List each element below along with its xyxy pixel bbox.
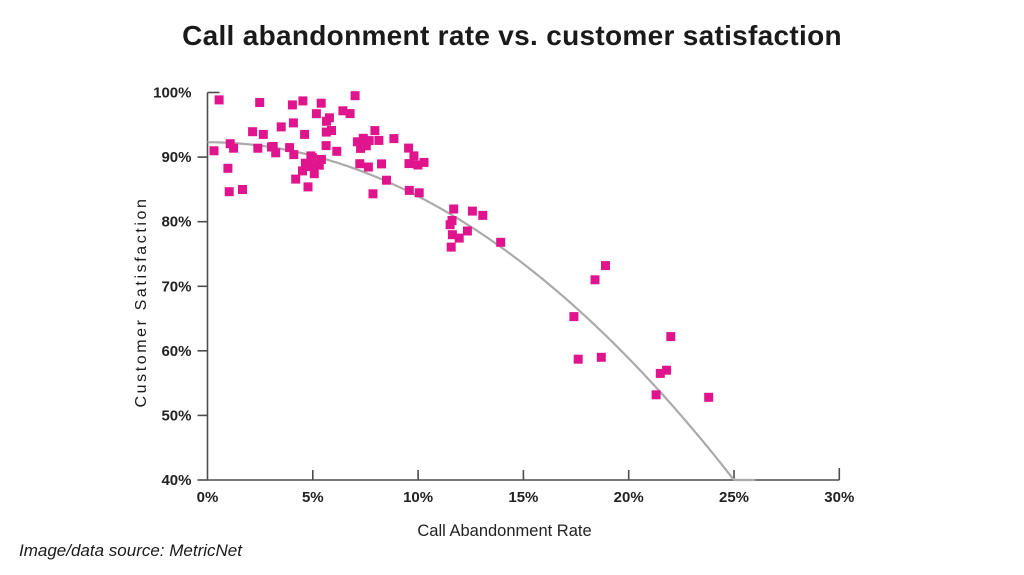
svg-text:70%: 70% (161, 278, 191, 295)
svg-text:60%: 60% (161, 343, 191, 360)
svg-text:25%: 25% (719, 489, 749, 506)
svg-text:50%: 50% (161, 407, 191, 424)
svg-text:80%: 80% (161, 214, 191, 231)
svg-text:5%: 5% (302, 489, 324, 506)
svg-text:10%: 10% (403, 489, 433, 506)
svg-text:100%: 100% (153, 85, 191, 102)
svg-text:20%: 20% (614, 489, 644, 506)
svg-text:90%: 90% (161, 149, 191, 166)
svg-text:30%: 30% (824, 489, 854, 506)
svg-text:40%: 40% (161, 472, 191, 489)
svg-text:0%: 0% (197, 489, 219, 506)
svg-text:15%: 15% (508, 489, 538, 506)
